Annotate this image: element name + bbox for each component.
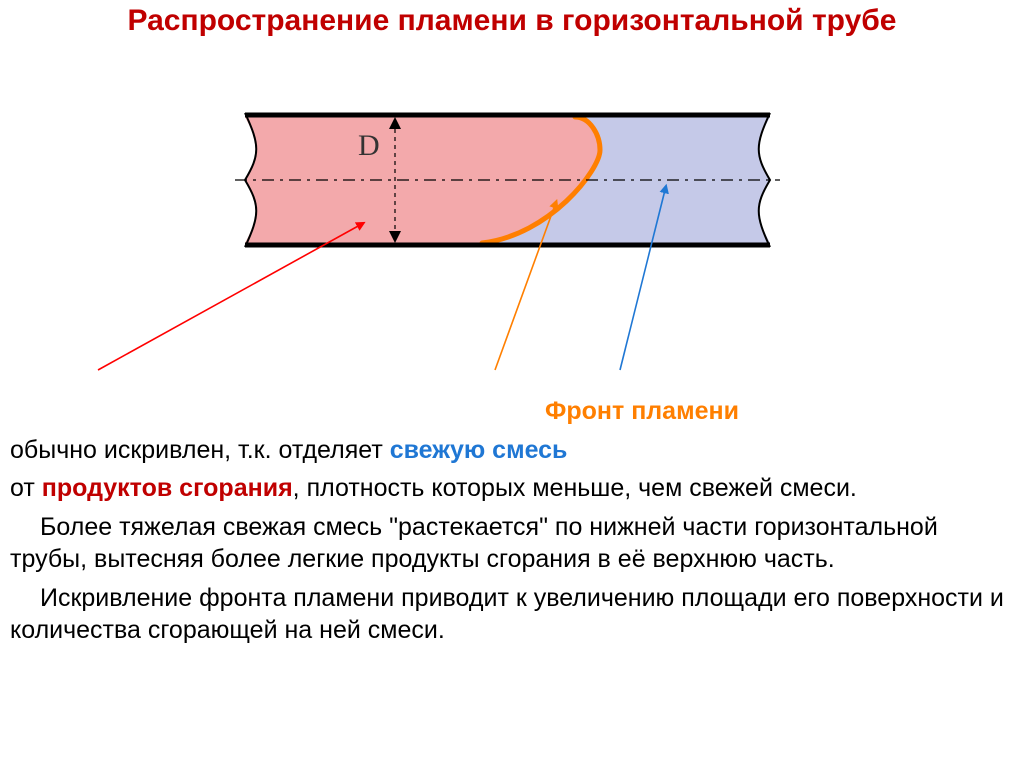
- tube-diagram: D: [0, 95, 1024, 390]
- para-2: от продуктов сгорания, плотность которых…: [10, 472, 1014, 505]
- para-4: Искривление фронта пламени приводит к ув…: [10, 582, 1014, 647]
- page-title: Распространение пламени в горизонтальной…: [0, 4, 1024, 39]
- flame-front-label: Фронт пламени: [545, 397, 739, 425]
- products-term: продуктов сгорания: [42, 474, 293, 502]
- body-text: Фронт пламени обычно искривлен, т.к. отд…: [10, 395, 1014, 653]
- para-3: Более тяжелая свежая смесь "растекается"…: [10, 511, 1014, 576]
- para-1: обычно искривлен, т.к. отделяет свежую с…: [10, 434, 1014, 467]
- fresh-mix-term: свежую смесь: [390, 436, 568, 464]
- label-d: D: [358, 129, 380, 162]
- arrow-products: [98, 225, 360, 370]
- title-text: Распространение пламени в горизонтальной…: [128, 4, 897, 37]
